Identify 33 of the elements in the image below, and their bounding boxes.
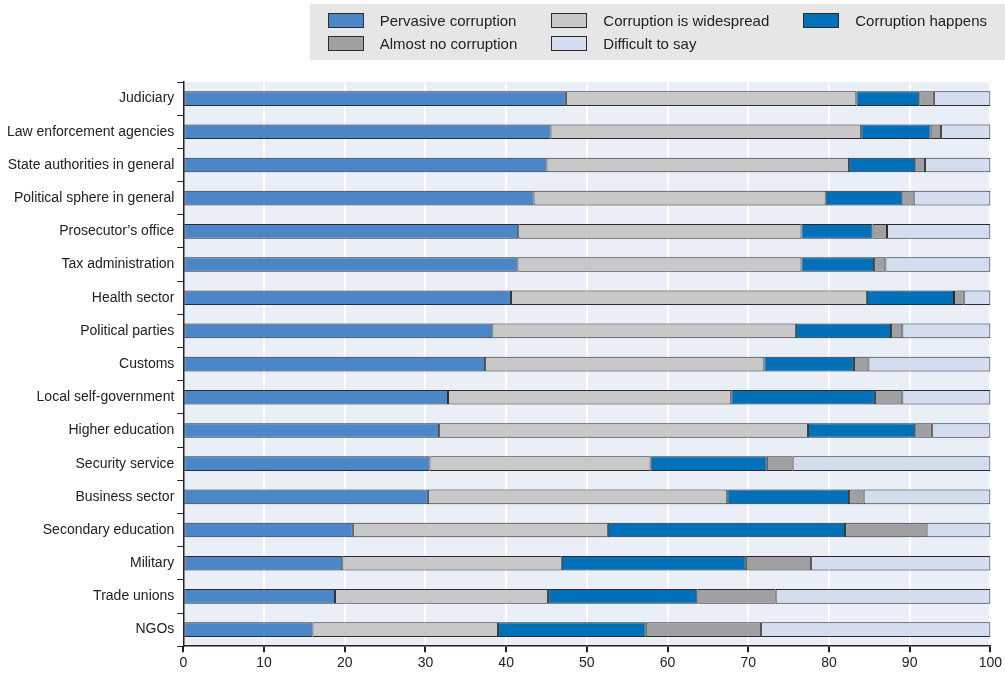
y-tick-label: Prosecutor’s office (59, 222, 175, 239)
y-tick-label: Political sphere in general (14, 189, 175, 206)
y-tick-label: Customs (119, 354, 175, 371)
x-tick-label: 80 (821, 654, 837, 671)
x-tick-label: 90 (901, 654, 918, 671)
y-tick-label: Security service (75, 454, 175, 471)
legend-label: Corruption happens (855, 12, 987, 29)
x-tick-label: 0 (179, 654, 188, 671)
y-tick-label: Military (129, 554, 175, 571)
x-tick-label: 20 (336, 654, 353, 671)
y-tick-label: Local self-government (36, 388, 175, 405)
y-tick-label: Higher education (68, 421, 175, 438)
x-tick-label: 100 (978, 654, 1003, 671)
y-tick-label: Secondary education (42, 520, 175, 537)
legend-label: Pervasive corruption (379, 12, 517, 29)
legend-label: Almost no corruption (379, 35, 518, 52)
y-tick-label: Law enforcement agencies (7, 122, 175, 139)
y-tick-label: Trade unions (93, 587, 175, 604)
y-tick-label: Business sector (75, 487, 175, 504)
y-tick-label: Political parties (80, 321, 175, 338)
x-tick-label: 60 (659, 654, 676, 671)
y-tick-label: Tax administration (61, 255, 175, 272)
y-tick-label: Health sector (91, 288, 175, 305)
x-tick-label: 10 (256, 654, 273, 671)
y-tick-label: NGOs (135, 620, 175, 637)
legend-label: Difficult to say (603, 35, 697, 52)
x-tick-label: 30 (417, 654, 434, 671)
x-tick-label: 40 (498, 654, 515, 671)
x-tick-label: 50 (579, 654, 595, 671)
y-tick-label: Judiciary (119, 89, 175, 106)
legend-label: Corruption is widespread (603, 12, 770, 29)
x-tick-label: 70 (740, 654, 757, 671)
y-tick-label: State authorities in general (7, 155, 175, 172)
